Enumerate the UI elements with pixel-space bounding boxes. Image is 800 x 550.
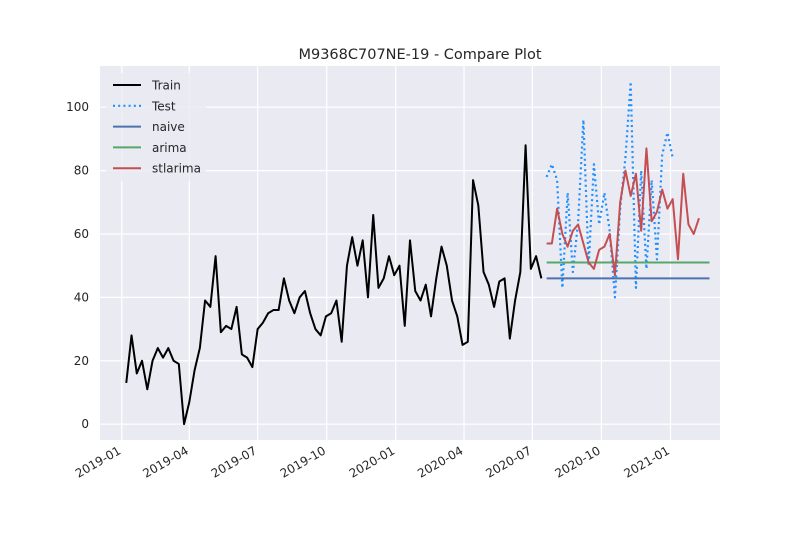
legend-label-naive: naive	[152, 120, 185, 134]
legend-box	[106, 73, 206, 181]
y-tick-label: 60	[74, 227, 89, 241]
legend-label-train: Train	[151, 79, 181, 93]
y-tick-label: 100	[66, 100, 89, 114]
y-tick-label: 40	[74, 290, 89, 304]
series-line-train	[125, 144, 543, 426]
legend-label-stlarima: stlarima	[152, 162, 201, 176]
y-tick-label: 80	[74, 164, 89, 178]
legend-label-test: Test	[151, 99, 176, 113]
series-layer	[125, 80, 710, 426]
legend-label-arima: arima	[152, 141, 187, 155]
chart-title: M9368C707NE-19 - Compare Plot	[298, 47, 541, 63]
legend: Train Test naive arima stlarima	[106, 73, 206, 181]
y-tick-label: 0	[81, 417, 89, 431]
y-tick-label: 20	[74, 354, 89, 368]
series-line-test	[545, 80, 674, 299]
series-line-stlarima	[546, 147, 700, 277]
y-axis-ticks: 0 20 40 60 80 100	[66, 100, 89, 431]
